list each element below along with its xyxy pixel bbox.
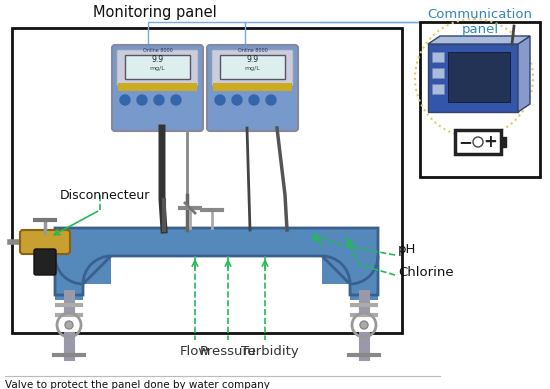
Bar	[220, 55, 285, 79]
Text: Communication
panel: Communication panel	[427, 8, 532, 36]
PathPatch shape	[55, 228, 378, 295]
Text: Valve to protect the panel done by water company: Valve to protect the panel done by water…	[5, 380, 270, 389]
Text: −: −	[458, 133, 472, 151]
Circle shape	[232, 95, 242, 105]
FancyBboxPatch shape	[20, 230, 70, 254]
Circle shape	[360, 321, 368, 329]
Circle shape	[215, 95, 225, 105]
Polygon shape	[428, 36, 530, 44]
Bar	[432, 84, 444, 94]
Text: Online 8000: Online 8000	[238, 48, 267, 53]
Bar	[432, 68, 444, 78]
Text: 9.9: 9.9	[246, 55, 258, 64]
FancyBboxPatch shape	[428, 44, 518, 112]
Bar	[432, 52, 444, 62]
Bar	[12, 28, 402, 333]
Polygon shape	[518, 36, 530, 112]
Text: +: +	[483, 133, 497, 151]
Bar	[213, 83, 292, 91]
Text: Disconnecteur: Disconnecteur	[60, 189, 150, 202]
Bar	[448, 52, 510, 102]
Text: mg/L: mg/L	[245, 66, 260, 71]
Bar	[55, 228, 111, 284]
Circle shape	[249, 95, 259, 105]
Bar	[350, 267, 378, 300]
Circle shape	[171, 95, 181, 105]
Text: mg/L: mg/L	[150, 66, 166, 71]
Bar	[118, 83, 197, 91]
Circle shape	[266, 95, 276, 105]
Circle shape	[65, 321, 73, 329]
Bar	[420, 22, 540, 177]
Bar	[83, 228, 350, 256]
Bar	[125, 55, 190, 79]
Text: Turbidity: Turbidity	[241, 345, 299, 358]
FancyBboxPatch shape	[207, 45, 298, 131]
Circle shape	[120, 95, 130, 105]
Bar	[55, 256, 83, 295]
Bar	[55, 267, 83, 300]
Text: 9.9: 9.9	[151, 55, 163, 64]
Circle shape	[154, 95, 164, 105]
Bar	[501, 137, 506, 147]
Text: Pressure: Pressure	[200, 345, 256, 358]
Bar	[455, 130, 501, 154]
FancyBboxPatch shape	[212, 50, 293, 86]
FancyBboxPatch shape	[117, 50, 198, 86]
Text: Chlorine: Chlorine	[398, 266, 454, 279]
Text: Flow: Flow	[180, 345, 210, 358]
Text: pH: pH	[398, 244, 416, 256]
Bar	[322, 228, 378, 284]
Circle shape	[137, 95, 147, 105]
Circle shape	[473, 137, 483, 147]
Text: Monitoring panel: Monitoring panel	[93, 5, 217, 20]
FancyBboxPatch shape	[112, 45, 203, 131]
Bar	[350, 256, 378, 295]
Text: Online 8000: Online 8000	[142, 48, 172, 53]
FancyBboxPatch shape	[34, 249, 56, 275]
